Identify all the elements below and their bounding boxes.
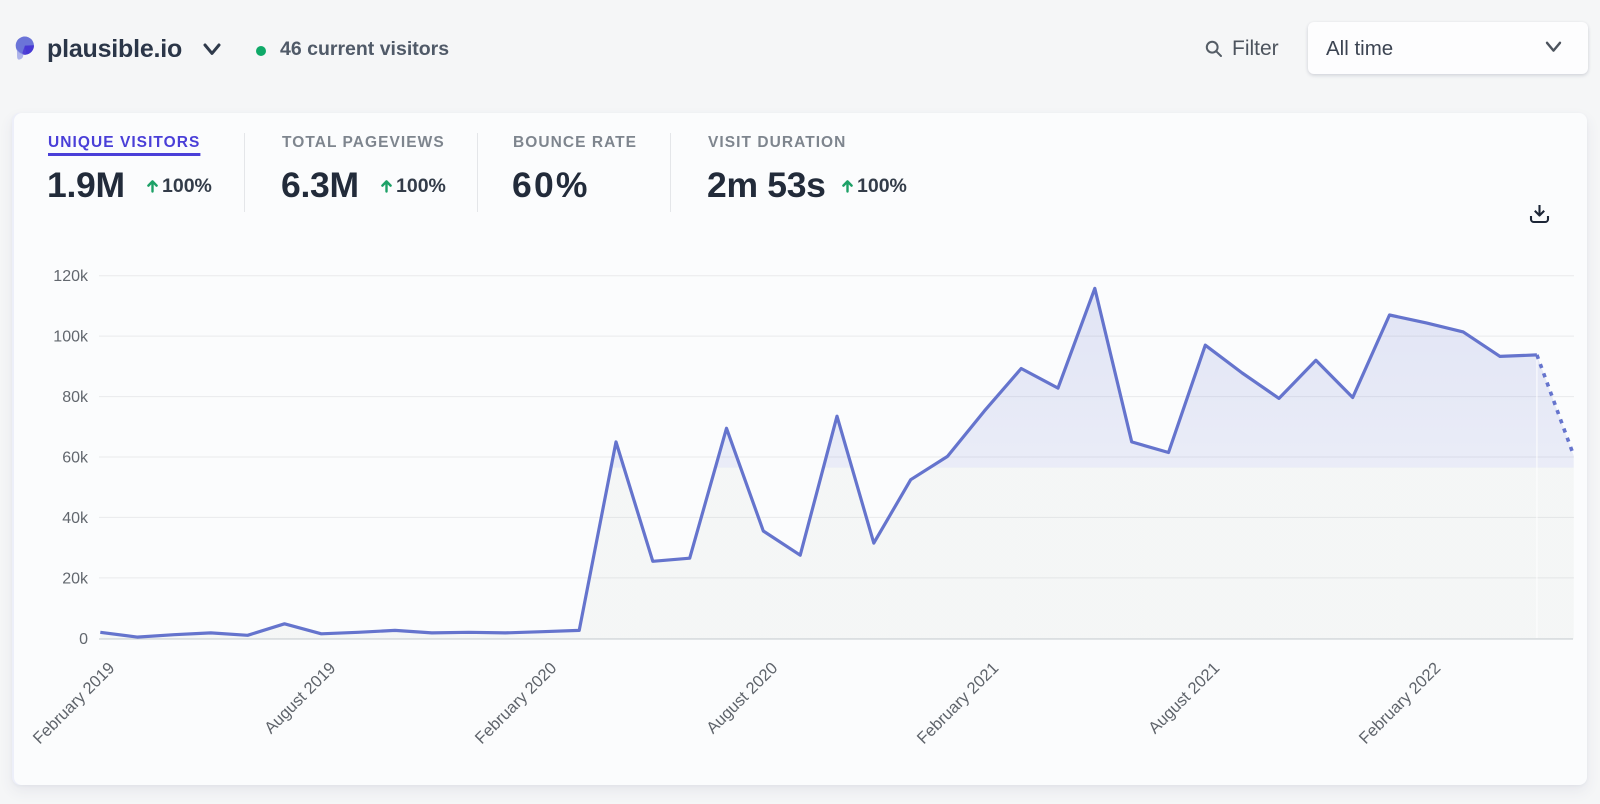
svg-text:100k: 100k (53, 329, 89, 346)
svg-text:0: 0 (79, 631, 88, 648)
svg-text:80k: 80k (62, 389, 89, 406)
svg-text:40k: 40k (62, 510, 89, 527)
svg-text:February 2022: February 2022 (1356, 659, 1445, 748)
svg-text:August 2021: August 2021 (1145, 659, 1223, 737)
svg-text:February 2021: February 2021 (914, 659, 1003, 748)
svg-text:February 2019: February 2019 (30, 659, 119, 748)
svg-text:120k: 120k (53, 268, 89, 285)
svg-text:February 2020: February 2020 (472, 659, 561, 748)
svg-text:60k: 60k (62, 450, 89, 467)
svg-text:August 2020: August 2020 (703, 659, 781, 737)
svg-text:August 2019: August 2019 (261, 659, 339, 737)
svg-text:20k: 20k (62, 571, 89, 588)
